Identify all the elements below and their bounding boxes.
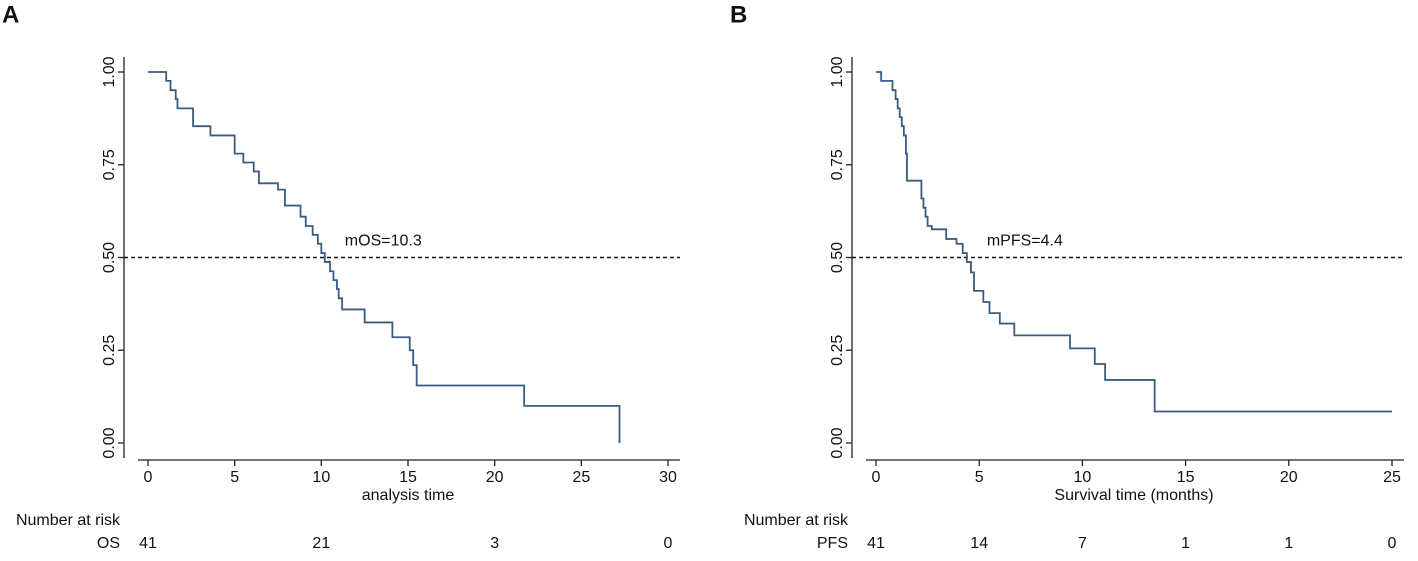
x-axis-label: Survival time (months)	[1054, 487, 1213, 504]
x-tick-label: 25	[572, 469, 590, 486]
survival-curve	[148, 71, 621, 443]
risk-count: 1	[1284, 535, 1293, 552]
x-tick-label: 10	[1074, 469, 1092, 486]
y-tick-label: 1.00	[101, 56, 118, 87]
risk-count: 21	[312, 535, 330, 552]
panel-label: B	[730, 1, 747, 28]
x-axis-label: analysis time	[362, 487, 455, 504]
risk-count: 41	[139, 535, 157, 552]
risk-count: 3	[490, 535, 499, 552]
risk-count: 7	[1078, 535, 1087, 552]
x-tick-label: 0	[144, 469, 153, 486]
y-tick-label: 0.75	[101, 149, 118, 180]
x-tick-label: 5	[230, 469, 239, 486]
risk-table-name: OS	[97, 535, 120, 552]
y-tick-label: 0.25	[101, 335, 118, 366]
x-tick-label: 0	[872, 469, 881, 486]
x-tick-label: 20	[1280, 469, 1298, 486]
annotation: mPFS=4.4	[987, 233, 1063, 250]
risk-count: 14	[970, 535, 988, 552]
x-tick-label: 5	[975, 469, 984, 486]
y-tick-label: 0.75	[829, 149, 846, 180]
risk-count: 0	[1388, 535, 1397, 552]
y-tick-label: 0.50	[829, 242, 846, 273]
risk-count: 1	[1181, 535, 1190, 552]
survival-curve	[876, 71, 1392, 413]
x-tick-label: 20	[486, 469, 504, 486]
annotation: mOS=10.3	[345, 233, 422, 250]
x-tick-label: 10	[312, 469, 330, 486]
y-tick-label: 0.00	[829, 427, 846, 458]
panel-label: A	[2, 1, 19, 28]
x-tick-label: 15	[1177, 469, 1195, 486]
risk-table-title: Number at risk	[16, 512, 121, 529]
y-tick-label: 0.25	[829, 335, 846, 366]
risk-table-name: PFS	[817, 535, 848, 552]
risk-count: 41	[867, 535, 885, 552]
risk-table-title: Number at risk	[744, 512, 849, 529]
x-tick-label: 25	[1383, 469, 1401, 486]
x-tick-label: 30	[659, 469, 677, 486]
y-tick-label: 0.00	[101, 427, 118, 458]
x-tick-label: 15	[399, 469, 417, 486]
risk-count: 0	[664, 535, 673, 552]
y-tick-label: 1.00	[829, 56, 846, 87]
y-tick-label: 0.50	[101, 242, 118, 273]
